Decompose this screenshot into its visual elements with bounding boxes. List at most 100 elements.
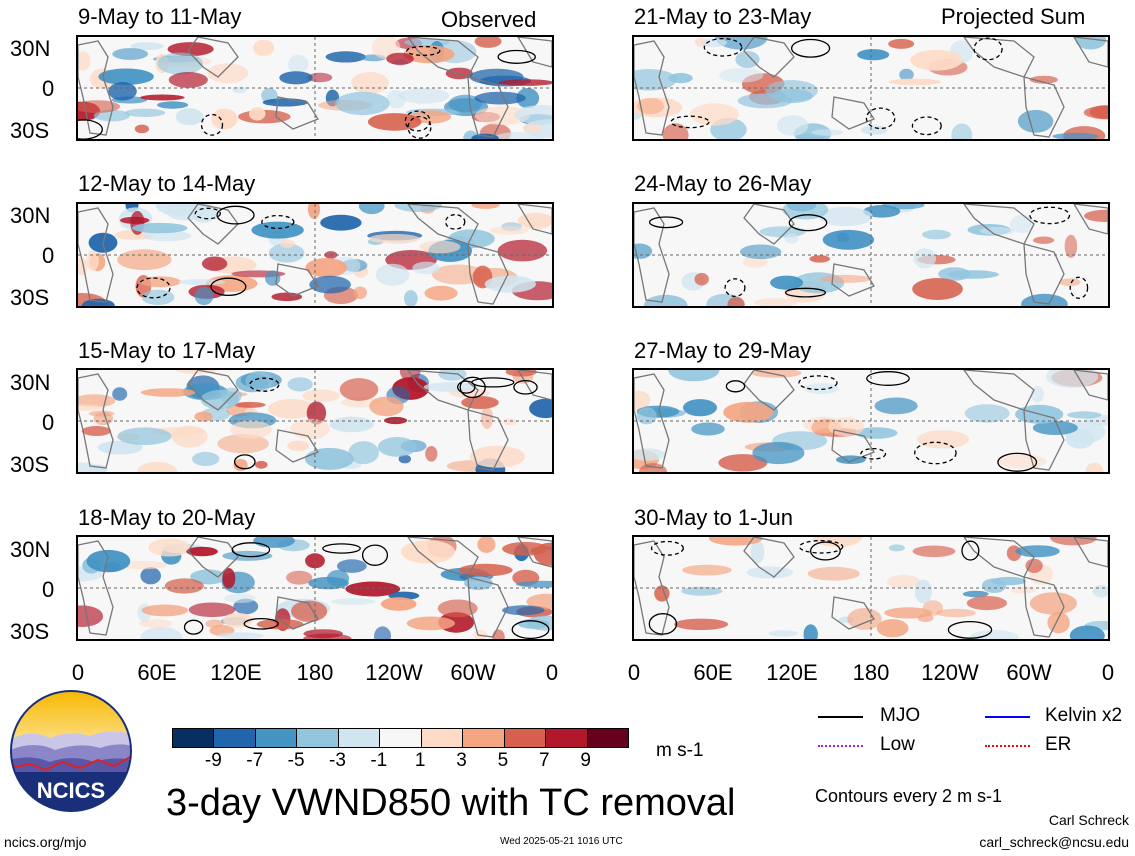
coastline: [187, 370, 239, 411]
mjo-contour: [809, 541, 841, 561]
mjo-contour: [947, 620, 993, 639]
anomaly-blob: [662, 123, 689, 139]
panel-title: 9-May to 11-May: [78, 4, 242, 29]
anomaly-blob: [1010, 586, 1036, 594]
coastline: [743, 537, 795, 578]
anomaly-blob: [979, 226, 1015, 235]
anomaly-blob: [636, 407, 657, 425]
x-label: 180: [296, 660, 334, 685]
y-label-30s: 30S: [10, 285, 50, 310]
wind-anomaly-map: [78, 537, 552, 639]
mjo-contour: [406, 45, 441, 56]
anomaly-blob: [910, 49, 963, 71]
mjo-contour: [798, 375, 838, 391]
anomaly-blob: [654, 585, 670, 602]
anomaly-blob: [847, 608, 882, 630]
anomaly-blob: [682, 564, 732, 576]
colorbar-segment: [297, 729, 339, 747]
anomaly-blob: [922, 229, 951, 240]
anomaly-blob: [305, 258, 348, 278]
wind-anomaly-map: [78, 370, 552, 472]
coastline: [78, 373, 114, 469]
coastline: [1073, 370, 1108, 401]
mjo-contour: [1029, 206, 1071, 225]
colorbar-tick-label: -7: [246, 750, 264, 771]
coastline: [467, 243, 509, 305]
map-panel: [76, 368, 554, 474]
anomaly-blob: [112, 387, 128, 401]
x-label: 0: [627, 660, 641, 685]
anomaly-blob: [368, 233, 420, 244]
anomaly-blob: [484, 275, 536, 293]
mjo-contour: [194, 207, 221, 220]
anomaly-blob: [287, 377, 313, 392]
anomaly-blob: [437, 599, 478, 618]
x-label: 0: [71, 660, 85, 685]
anomaly-blob: [265, 270, 281, 286]
anomaly-blob: [818, 207, 873, 227]
anomaly-blob: [148, 538, 191, 557]
anomaly-blob: [754, 298, 798, 306]
anomaly-blob: [375, 263, 410, 286]
anomaly-blob: [828, 417, 865, 437]
anomaly-blob: [325, 51, 366, 63]
colorbar-segment: [380, 729, 422, 747]
anomaly-blob: [132, 222, 188, 234]
mjo-contour: [973, 37, 1003, 61]
y-label-30s: 30S: [10, 619, 50, 644]
coastline: [275, 263, 319, 297]
anomaly-blob: [1050, 537, 1097, 546]
anomaly-blob: [1025, 558, 1043, 573]
anomaly-blob: [683, 399, 717, 417]
anomaly-blob: [171, 425, 208, 448]
anomaly-blob: [936, 608, 976, 618]
coastline: [517, 370, 552, 401]
anomaly-blob: [86, 549, 131, 573]
colorbar-units: m s-1: [656, 740, 704, 761]
anomaly-blob: [887, 574, 921, 589]
colorbar-segment: [587, 729, 628, 747]
anomaly-blob: [458, 563, 513, 577]
coastline: [187, 37, 239, 78]
panel-title: 27-May to 29-May: [634, 338, 812, 363]
anomaly-blob: [137, 461, 178, 472]
anomaly-blob: [117, 427, 172, 445]
anomaly-blob: [262, 98, 309, 107]
x-label: 60E: [693, 660, 733, 685]
anomaly-blob: [477, 537, 496, 553]
mjo-contour: [200, 113, 224, 136]
x-label: 120W: [921, 660, 979, 685]
anomaly-blob: [386, 90, 406, 109]
anomaly-blob: [912, 545, 956, 558]
anomaly-blob: [471, 204, 500, 209]
anomaly-blob: [914, 579, 933, 604]
footer-timestamp: Wed 2025-05-21 1016 UTC: [500, 836, 623, 847]
anomaly-blob: [307, 204, 321, 219]
anomaly-blob: [804, 383, 839, 395]
anomaly-blob: [279, 71, 313, 85]
anomaly-blob: [964, 404, 1010, 423]
wind-anomaly-map: [634, 37, 1108, 139]
colorbar-segment: [421, 729, 464, 747]
anomaly-blob: [425, 446, 438, 462]
anomaly-blob: [302, 389, 340, 403]
anomaly-blob: [474, 106, 530, 126]
anomaly-blob: [230, 420, 272, 439]
anomaly-blob: [634, 69, 677, 91]
mjo-contour: [361, 544, 389, 566]
y-label-30n: 30N: [10, 537, 51, 562]
anomaly-blob: [124, 108, 166, 118]
anomaly-blob: [412, 261, 441, 275]
legend-label-er: ER: [1045, 734, 1072, 755]
anomaly-blob: [735, 51, 760, 68]
x-label: 120E: [210, 660, 262, 685]
anomaly-blob: [1092, 585, 1108, 598]
panel-title: 24-May to 26-May: [634, 171, 812, 196]
anomaly-blob: [398, 88, 450, 104]
anomaly-blob: [807, 566, 860, 581]
anomaly-blob: [809, 255, 830, 263]
colorbar-tick-label: -1: [370, 750, 388, 771]
anomaly-blob: [78, 51, 91, 71]
anomaly-blob: [718, 454, 768, 472]
coastline: [275, 429, 319, 463]
